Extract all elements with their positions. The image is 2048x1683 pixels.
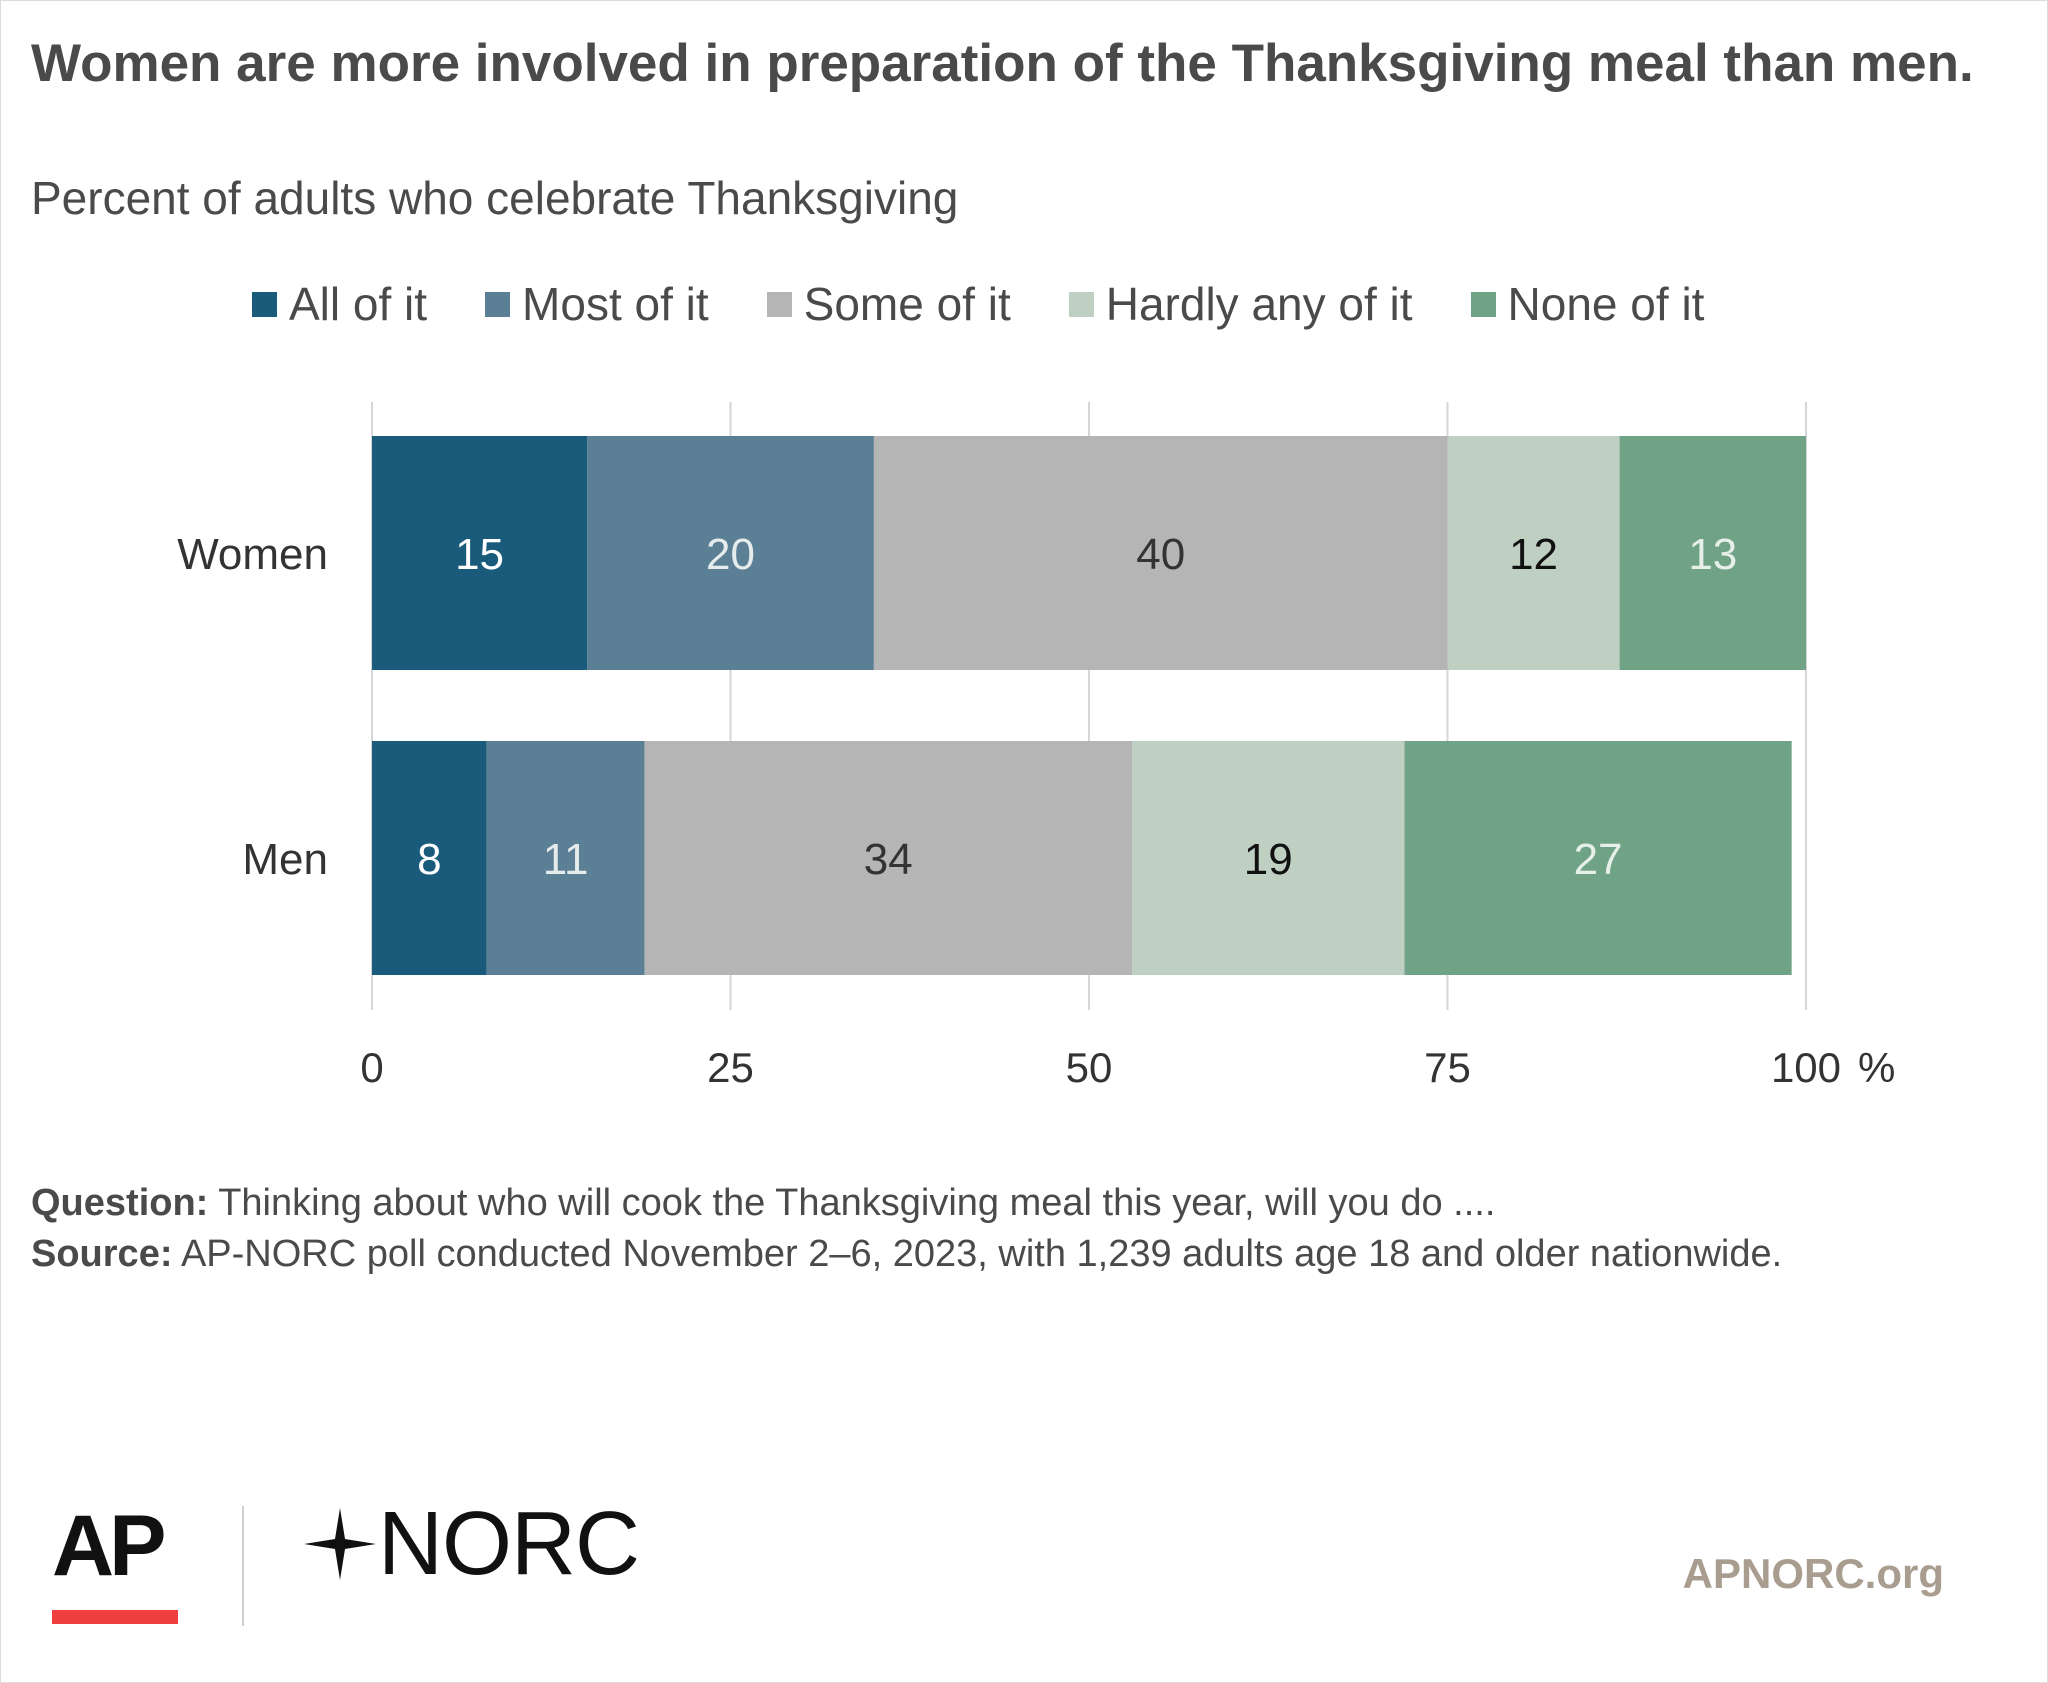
legend-label: Hardly any of it [1105, 278, 1413, 330]
chart-legend: All of it Most of it Some of it Hardly any … [252, 276, 1704, 332]
norc-logo: NORC [302, 1494, 640, 1594]
data-label: 15 [455, 530, 504, 579]
x-unit-label: % [1858, 1044, 1895, 1091]
legend-swatch [252, 291, 277, 317]
data-label: 11 [543, 835, 589, 884]
data-label: 8 [417, 835, 441, 884]
data-label: 27 [1574, 835, 1623, 884]
legend-swatch [766, 291, 792, 317]
category-label: Women [177, 530, 328, 579]
bar-segment [486, 741, 645, 975]
legend-label: None of it [1507, 278, 1705, 330]
legend-swatch [1068, 291, 1094, 317]
site-url: APNORC.org [1682, 1550, 1944, 1597]
data-label: 40 [1136, 530, 1185, 579]
bar-segment [372, 436, 588, 670]
data-label: 12 [1509, 530, 1558, 579]
legend-label: Most of it [522, 278, 709, 330]
bar-segment [1447, 436, 1620, 670]
star-icon [304, 1508, 376, 1580]
data-label: 34 [864, 835, 913, 884]
data-label: 19 [1244, 835, 1293, 884]
x-tick-label: 75 [1424, 1044, 1471, 1091]
ap-logo: AP [52, 1496, 178, 1626]
chart-notes: Question: Thinking about who will cook t… [31, 1178, 1782, 1280]
legend-item: None of it [1470, 277, 1705, 331]
legend-item: Most of it [485, 277, 709, 331]
logo-divider [242, 1506, 244, 1626]
bar-segment [644, 741, 1133, 975]
legend-label: All of it [289, 278, 428, 330]
bar-segment [1132, 741, 1405, 975]
ap-logo-bar [52, 1610, 178, 1624]
legend-item: Some of it [766, 277, 1011, 331]
legend-swatch [485, 291, 511, 317]
bar-segment [1619, 436, 1806, 670]
ap-logo-text: AP [52, 1498, 166, 1594]
x-tick-label: 0 [360, 1044, 383, 1091]
legend-item: Hardly any of it [1068, 277, 1413, 331]
x-tick-label: 100 [1771, 1044, 1841, 1091]
bar-segment [587, 436, 874, 670]
question-text: Thinking about who will cook the Thanksg… [208, 1182, 1496, 1224]
chart-subtitle: Percent of adults who celebrate Thanksgi… [31, 172, 959, 224]
legend-item: All of it [252, 277, 427, 331]
question-note: Question: Thinking about who will cook t… [31, 1178, 1782, 1229]
legend-swatch [1470, 291, 1496, 317]
bar-segment [372, 741, 487, 975]
norc-logo-text: NORC [378, 1494, 640, 1594]
source-label: Source: [31, 1233, 173, 1275]
data-label: 13 [1688, 530, 1737, 579]
stacked-bar-chart: 15 20 40 12 13 Women 8 11 34 19 27 Men 0 25 50 75 100% [177, 402, 1895, 1091]
bar-segment [1404, 741, 1792, 975]
x-tick-label: 25 [707, 1044, 754, 1091]
chart-title: Women are more involved in preparation o… [31, 34, 1974, 93]
category-label: Men [242, 835, 328, 884]
source-text: AP-NORC poll conducted November 2–6, 202… [172, 1233, 1783, 1275]
x-tick-label: 50 [1066, 1044, 1113, 1091]
legend-label: Some of it [803, 278, 1011, 330]
source-note: Source: AP-NORC poll conducted November … [31, 1229, 1782, 1280]
question-label: Question: [31, 1182, 209, 1224]
data-label: 20 [706, 530, 755, 579]
bar-segment [873, 436, 1448, 670]
